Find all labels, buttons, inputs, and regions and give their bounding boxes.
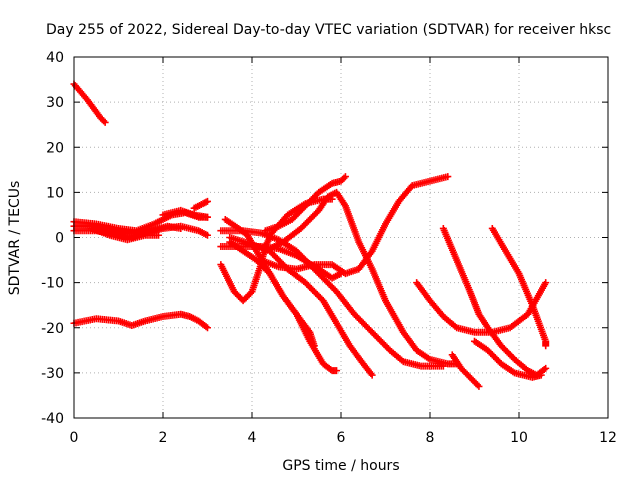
data-point	[341, 173, 349, 181]
y-tick-label: 0	[55, 231, 64, 247]
x-tick-label: 8	[426, 430, 435, 446]
x-tick-label: 12	[599, 430, 617, 446]
data-point	[177, 224, 185, 232]
data-point	[204, 324, 211, 332]
data-point	[542, 364, 550, 372]
data-point	[542, 342, 550, 350]
y-tick-label: 10	[46, 185, 64, 201]
x-axis-label: GPS time / hours	[282, 458, 399, 474]
data-series	[471, 337, 545, 381]
data-point	[475, 382, 483, 390]
y-tick-label: -10	[41, 276, 64, 292]
y-axis-label: SDTVAR / TECUs	[7, 181, 23, 296]
chart-title: Day 255 of 2022, Sidereal Day-to-day VTE…	[46, 22, 611, 38]
data-point	[204, 213, 211, 221]
y-tick-label: -20	[41, 321, 64, 337]
x-tick-labels: 0 2 4 6 8 10 12	[70, 430, 617, 446]
data-point	[368, 371, 376, 379]
data-point	[100, 117, 108, 125]
plot-frame	[73, 56, 609, 419]
y-tick-label: 20	[46, 140, 64, 156]
y-tick-label: -40	[41, 411, 64, 427]
x-tick-label: 6	[337, 430, 346, 446]
data-series	[257, 173, 452, 278]
x-tick-label: 0	[70, 430, 79, 446]
y-tick-label: 40	[46, 50, 64, 66]
data-series	[70, 80, 109, 126]
data-series	[88, 224, 163, 244]
data-point	[204, 197, 211, 205]
data-series	[413, 279, 550, 336]
x-tick-label: 10	[510, 430, 528, 446]
data-series	[217, 227, 447, 370]
data-point	[444, 173, 452, 181]
y-tick-label: 30	[46, 95, 64, 111]
x-tick-label: 4	[248, 430, 257, 446]
data-point	[202, 323, 210, 331]
y-tick-labels: -40 -30 -20 -10 0 10 20 30 40	[41, 50, 64, 427]
data-series	[159, 206, 211, 221]
data-point	[155, 231, 163, 239]
data-series	[70, 310, 211, 332]
x-tick-label: 2	[159, 430, 168, 446]
data-point	[473, 381, 481, 389]
y-tick-label: -30	[41, 366, 64, 382]
data-point	[310, 342, 318, 350]
data-point	[542, 279, 550, 287]
data-point	[204, 231, 211, 239]
data-series	[448, 351, 483, 390]
data-series	[190, 197, 211, 212]
data-point	[101, 118, 109, 126]
data-series	[226, 238, 318, 350]
data-point	[537, 371, 545, 379]
data-series	[488, 224, 550, 350]
data-point	[247, 289, 255, 297]
data-point	[333, 367, 341, 375]
data-series	[261, 188, 461, 368]
data-point	[540, 365, 548, 373]
data-point	[340, 174, 348, 182]
data-marks	[70, 80, 550, 390]
